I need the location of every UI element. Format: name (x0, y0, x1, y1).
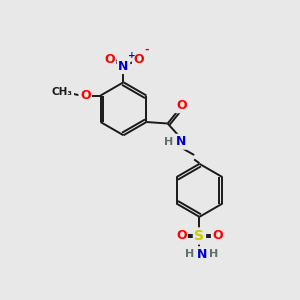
Text: H: H (164, 137, 173, 147)
Text: O: O (104, 53, 115, 66)
Text: N: N (196, 248, 207, 261)
Text: H: H (184, 249, 194, 259)
Text: O: O (134, 53, 144, 66)
Text: O: O (176, 230, 187, 242)
Text: S: S (194, 229, 204, 243)
Text: N: N (176, 135, 186, 148)
Text: H: H (209, 249, 218, 259)
Text: -: - (145, 45, 149, 55)
Text: O: O (80, 89, 91, 102)
Text: +: + (128, 52, 136, 61)
Text: O: O (176, 99, 187, 112)
Text: O: O (212, 230, 223, 242)
Text: CH₃: CH₃ (52, 87, 73, 97)
Text: N: N (118, 60, 129, 73)
